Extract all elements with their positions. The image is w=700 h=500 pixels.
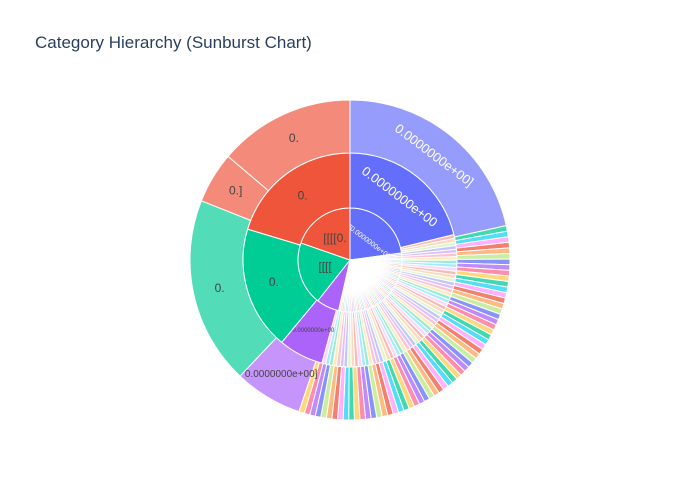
sunburst-segment[interactable] [227, 99, 351, 192]
chart-title: Category Hierarchy (Sunburst Chart) [35, 33, 312, 52]
sunburst-label: [[[[ [318, 259, 332, 273]
sunburst-label: 0.0000000e+00] [245, 369, 318, 380]
sunburst-label: 0.] [229, 183, 242, 197]
sunburst-label: 0.0000000e+00 [292, 328, 335, 334]
sunburst-label: 0. [269, 275, 279, 289]
sunburst-label: 0. [215, 281, 225, 295]
sunburst-label: [[[[0. [323, 231, 346, 245]
sunburst-label: 0. [298, 188, 308, 202]
sunburst-label: 0. [289, 131, 299, 145]
